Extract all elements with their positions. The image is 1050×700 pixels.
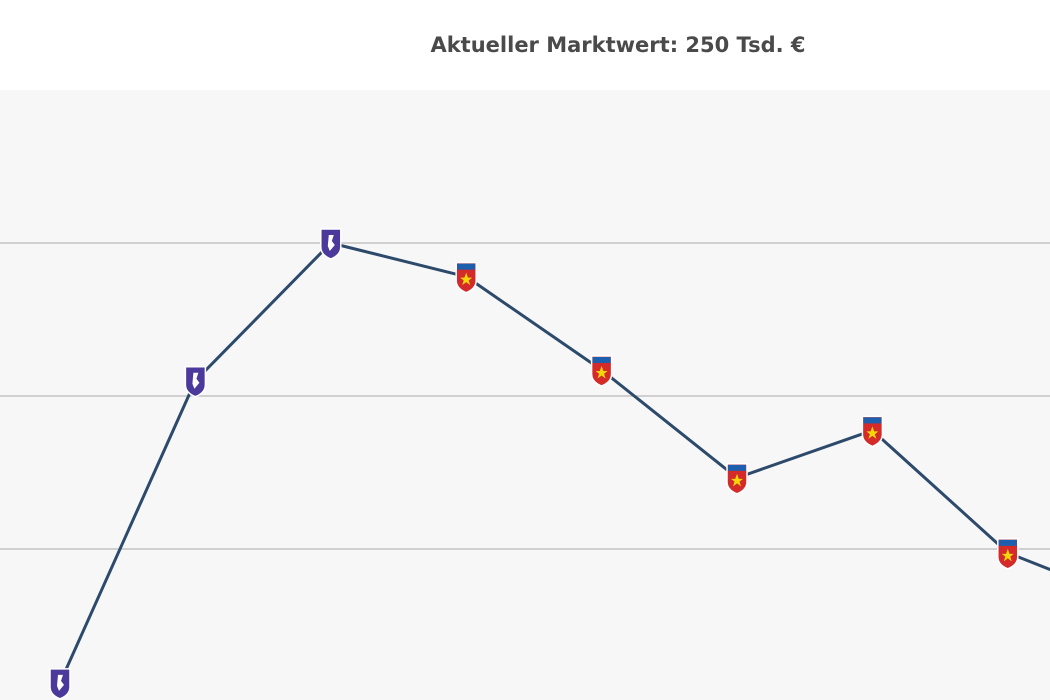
crest-star [731, 473, 743, 487]
point-marker [861, 415, 884, 448]
point-marker [184, 365, 207, 398]
crest-band [998, 539, 1017, 546]
chart-title: Aktueller Marktwert: 250 Tsd. € [430, 33, 805, 57]
crest-star [595, 365, 608, 379]
crest-band [457, 263, 476, 270]
crest-star [866, 426, 879, 439]
crest-star [1001, 548, 1014, 562]
point-marker [455, 261, 477, 294]
point-marker [997, 538, 1019, 570]
crest-star [460, 272, 473, 286]
plot-background [0, 90, 1050, 700]
point-marker [726, 463, 748, 495]
point-marker [590, 355, 613, 387]
crest-band [592, 356, 611, 363]
point-marker [320, 228, 342, 260]
crest-emblem [57, 674, 64, 691]
crest-band [863, 417, 882, 424]
crest-band [728, 464, 746, 471]
crest-emblem [192, 372, 200, 389]
point-marker [49, 668, 71, 700]
crest-emblem [327, 235, 335, 251]
